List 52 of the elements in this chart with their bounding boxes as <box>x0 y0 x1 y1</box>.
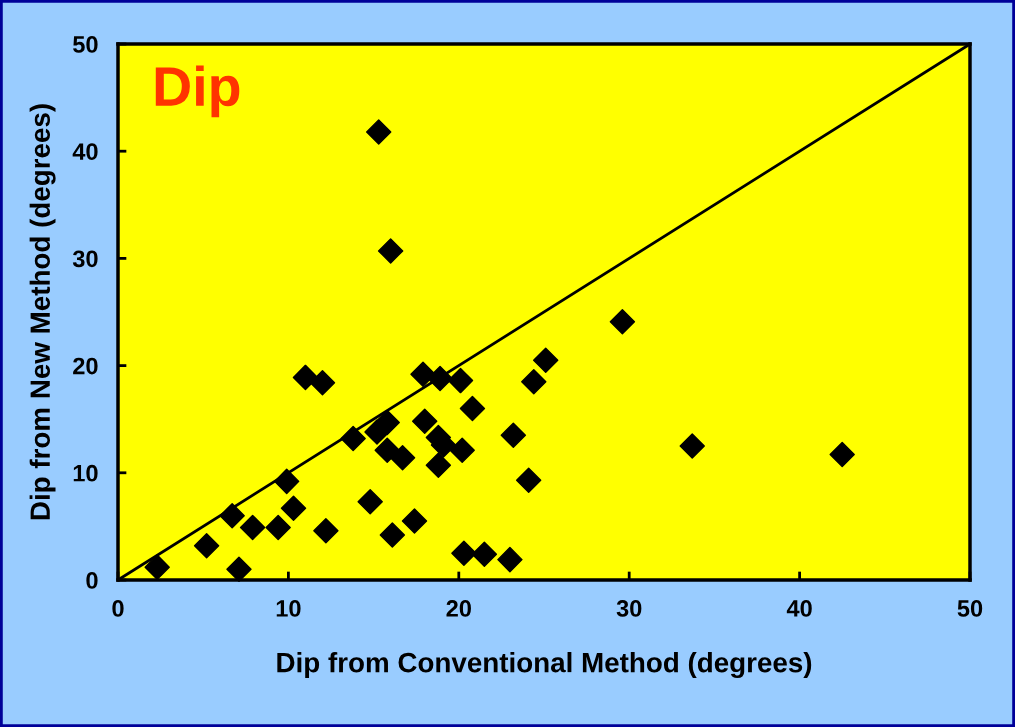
point <box>515 467 542 494</box>
point <box>401 508 428 534</box>
point <box>273 468 300 495</box>
point <box>497 546 523 573</box>
point <box>471 541 498 567</box>
point <box>144 554 170 580</box>
point <box>379 522 406 548</box>
x-tick-label: 40 <box>786 600 812 617</box>
point <box>411 408 438 435</box>
point <box>389 445 416 471</box>
point <box>425 452 452 479</box>
point <box>500 422 527 449</box>
y-tick-label: 40 <box>72 143 98 160</box>
point <box>292 364 319 391</box>
point <box>309 370 336 396</box>
point <box>313 517 339 544</box>
x-axis-title: Dip from Conventional Method (degrees) <box>277 652 812 679</box>
point <box>377 238 404 264</box>
point <box>609 308 636 335</box>
annotation: Dip <box>155 65 240 118</box>
point <box>532 347 559 373</box>
y-axis-title: Dip from New Method (degrees) <box>29 104 56 520</box>
point <box>219 502 245 529</box>
y-tick-label: 0 <box>86 572 98 589</box>
point <box>410 361 436 387</box>
point <box>374 409 400 436</box>
point <box>447 367 474 394</box>
x-tick-label: 0 <box>112 600 124 617</box>
point <box>829 441 855 468</box>
x-tick-label: 20 <box>446 600 471 617</box>
point <box>340 425 366 452</box>
y-tick-label: 50 <box>73 36 98 53</box>
y-tick-label: 10 <box>73 464 98 482</box>
point <box>449 437 475 464</box>
point <box>239 514 266 541</box>
point <box>193 532 220 559</box>
x-tick-label: 30 <box>616 600 642 617</box>
point <box>427 365 453 392</box>
point <box>280 495 307 521</box>
point <box>357 489 383 515</box>
point <box>451 540 477 566</box>
x-tick-label: 50 <box>957 600 983 617</box>
y-tick-label: 30 <box>72 250 98 268</box>
point <box>459 395 486 422</box>
point <box>679 433 705 459</box>
point <box>365 119 392 145</box>
x-tick-label: 10 <box>276 600 301 617</box>
point <box>521 368 547 395</box>
point <box>374 437 400 464</box>
point <box>265 514 291 541</box>
point <box>226 556 252 583</box>
y-tick-label: 20 <box>73 357 98 375</box>
